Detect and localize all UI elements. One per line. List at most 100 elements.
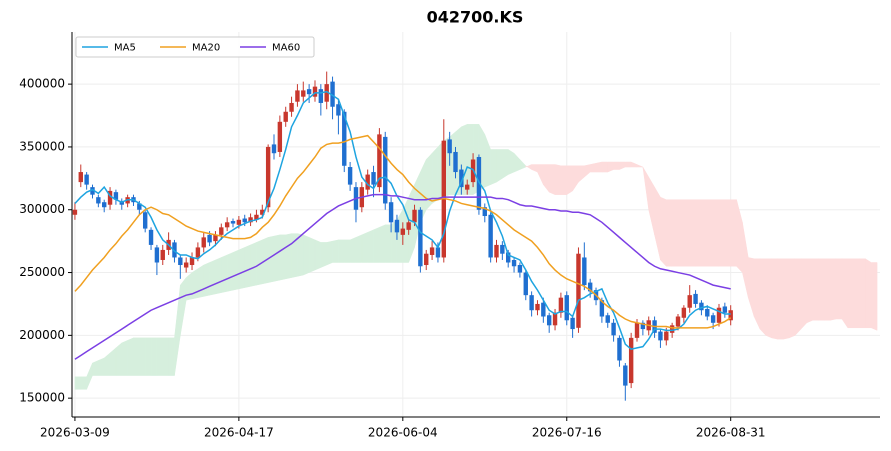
candle-body [201,237,206,248]
cloud-segment [496,149,503,183]
cloud-segment [759,258,767,336]
candle-body [102,202,107,208]
cloud-segment [601,161,608,173]
candle-body [605,315,610,323]
candle-body [523,272,528,296]
candle-body [406,222,411,230]
cloud-segment [303,234,310,276]
x-tick-label: 2026-04-17 [204,426,274,440]
cloud-segment [215,257,222,295]
cloud-segment [718,199,726,267]
candle-body [552,312,558,326]
legend-label: MA60 [272,43,300,54]
cloud-segment [109,347,117,376]
candle-body [488,214,493,258]
cloud-segment [226,252,234,292]
candle-body [628,337,634,384]
candle-body [160,249,165,260]
candle-body [611,322,616,336]
candle-body [506,252,511,263]
candle-body [675,316,681,327]
candle-body [142,212,148,229]
cloud-segment [144,337,152,376]
cloud-segment [548,164,556,196]
candle-body [546,315,552,326]
candle-body [301,90,306,97]
cloud-segment [794,258,802,336]
candle-body [599,300,605,317]
candle-body [113,192,119,200]
cloud-segment [338,239,345,263]
candle-body [248,217,253,223]
cloud-segment [712,199,720,267]
candle-body [96,197,101,204]
cloud-segment [613,161,620,170]
candle-body [312,86,318,97]
axes: 150000 200000 250000 300000 350000 400000 2026… [19,32,880,440]
cloud-segment [273,234,281,282]
candle-body [78,172,83,183]
cloud-segment [156,337,164,376]
candle-body [72,209,78,215]
cloud-segment [344,239,351,263]
cloud-segment [396,208,404,263]
x-tick-label: 2026-08-31 [696,426,766,440]
cloud-segment [191,268,199,300]
candle-body [207,234,212,243]
cloud-segment [320,242,327,268]
cloud-segment [683,199,690,267]
cloud-segment [232,249,240,291]
cloud-segment [818,258,825,321]
cloud-segment [677,199,685,267]
cloud-segment [121,339,128,376]
cloud-segment [777,258,784,340]
candle-body [183,262,189,268]
candle-body [295,90,300,102]
candle-body [236,219,242,225]
cloud-segment [753,258,761,330]
cloud-segment [197,264,204,298]
candle-body [371,172,376,185]
cloud-segment [349,236,357,263]
cloud-segment [730,199,737,267]
cloud-segment [279,234,286,281]
candle-body [640,322,646,330]
candle-body [306,89,312,95]
cloud-segment [695,199,702,267]
cloud-segment [431,146,439,204]
cloud-segment [513,152,521,173]
cloud-segment [554,164,562,195]
candle-body [107,190,113,205]
candle-body [265,146,271,208]
cloud-segment [724,199,731,267]
cloud-segment [619,161,626,170]
cloud-segment [384,224,392,263]
legend-label: MA5 [114,43,136,54]
cloud-segment [812,258,819,321]
candle-body [681,307,687,318]
candle-body [388,202,394,223]
cloud-segment [701,199,708,267]
candle-body [535,303,540,311]
cloud-segment [859,258,866,329]
ma-line [74,134,732,329]
cloud-segment [98,357,105,376]
candle-body [213,234,218,242]
cloud-segment [519,158,527,170]
candle-body [617,337,622,361]
candle-body [230,221,236,224]
legend: MA5 MA20 MA60 [75,36,315,58]
cloud-segment [285,233,292,280]
cloud-segment [209,259,216,296]
cloud-segment [162,337,169,376]
cloud-segment [560,165,568,195]
cloud-segment [607,161,614,173]
cloud-segment [250,242,257,287]
candle-body [687,295,692,308]
candle-body [482,207,487,217]
legend-label: MA20 [192,43,220,54]
cloud-segment [595,161,603,173]
cloud-segment [361,231,368,263]
candle-body [400,228,406,235]
candle-body [219,227,224,235]
